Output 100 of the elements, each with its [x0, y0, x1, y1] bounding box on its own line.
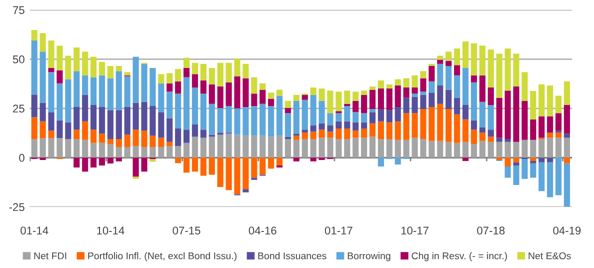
bar [310, 88, 316, 95]
bar [226, 82, 232, 106]
bar [513, 86, 520, 142]
bar [352, 122, 359, 131]
bar [386, 88, 392, 110]
bar [496, 54, 502, 98]
bar [82, 75, 88, 95]
bar [31, 40, 38, 95]
bar [318, 123, 325, 130]
bar [462, 68, 469, 106]
bar [555, 158, 562, 196]
bar [420, 71, 426, 78]
bar [31, 30, 38, 40]
bar [234, 134, 240, 158]
bar [462, 41, 469, 68]
bar [352, 130, 359, 138]
bar [327, 138, 334, 158]
x-tick-label: 01-14 [20, 226, 48, 234]
bar [107, 110, 114, 139]
bar [116, 110, 122, 139]
bar [141, 64, 148, 102]
bar [386, 110, 392, 122]
bar [242, 107, 249, 136]
bar [98, 158, 106, 166]
bar [132, 146, 139, 158]
y-tick-label: 0 [19, 154, 24, 162]
bar [40, 102, 46, 122]
bar [446, 60, 452, 66]
legend-label: Borrowing [348, 252, 390, 262]
bar [260, 83, 266, 90]
y-tick-label: -25 [9, 203, 24, 212]
bar [116, 158, 122, 162]
bar [242, 158, 249, 190]
bar [98, 134, 106, 143]
bar [116, 66, 122, 72]
x-tick-label: 01-17 [324, 226, 352, 234]
bar [56, 138, 63, 158]
bar [48, 72, 54, 112]
bar [293, 158, 300, 162]
bar [310, 138, 316, 158]
bar [107, 144, 114, 158]
bar [488, 136, 494, 142]
bar [538, 162, 545, 192]
bar [428, 92, 435, 108]
bar [268, 158, 274, 169]
bar [260, 158, 266, 175]
bar [175, 158, 182, 164]
bar [403, 78, 410, 88]
bar [538, 116, 545, 138]
bar [48, 138, 54, 158]
bar [183, 77, 190, 130]
bar [200, 158, 206, 176]
bar [446, 142, 452, 158]
bar [412, 94, 418, 97]
bar [479, 140, 486, 158]
bar [150, 106, 156, 136]
bar [48, 112, 54, 131]
bar [302, 130, 308, 133]
bar [268, 98, 274, 106]
bar [98, 62, 106, 76]
bar [268, 136, 274, 158]
bar [90, 142, 97, 158]
bar [260, 90, 266, 104]
bar [479, 102, 486, 128]
bar [327, 132, 334, 138]
bar [158, 83, 164, 112]
bar [403, 140, 410, 158]
bar [192, 158, 198, 172]
bar [318, 130, 325, 138]
bar [150, 159, 156, 162]
legend-label: Chg in Resv. (- = incr.) [412, 252, 507, 262]
bar [446, 52, 452, 61]
bar [65, 122, 72, 139]
bar [504, 142, 511, 158]
bar [327, 113, 334, 126]
bar [192, 136, 198, 158]
bar [260, 136, 266, 158]
bar [504, 90, 511, 139]
bar [470, 82, 477, 120]
bar [564, 138, 570, 158]
bar [344, 121, 350, 128]
bar [538, 138, 545, 158]
bar [226, 62, 232, 82]
bar [428, 140, 435, 158]
bar [183, 58, 190, 68]
bar [302, 100, 308, 130]
bar [175, 94, 182, 128]
bar [74, 107, 80, 130]
bar [82, 121, 88, 140]
bar [116, 147, 122, 158]
bar [150, 136, 156, 148]
bar [208, 68, 215, 84]
bar [158, 138, 164, 148]
bar [318, 158, 325, 160]
bar [454, 142, 460, 158]
bar [90, 130, 97, 143]
bar [48, 68, 54, 72]
bar [437, 56, 444, 60]
bar [200, 138, 206, 158]
bar [513, 142, 520, 158]
